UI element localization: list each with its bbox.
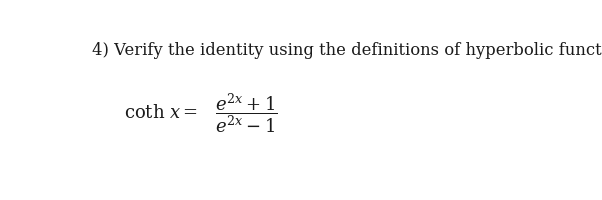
Text: $\mathrm{coth}\ x =$: $\mathrm{coth}\ x =$ xyxy=(124,104,199,122)
Text: $\dfrac{e^{2x}+1}{e^{2x}-1}$: $\dfrac{e^{2x}+1}{e^{2x}-1}$ xyxy=(216,91,278,135)
Text: 4) Verify the identity using the definitions of hyperbolic functions.: 4) Verify the identity using the definit… xyxy=(92,42,602,59)
